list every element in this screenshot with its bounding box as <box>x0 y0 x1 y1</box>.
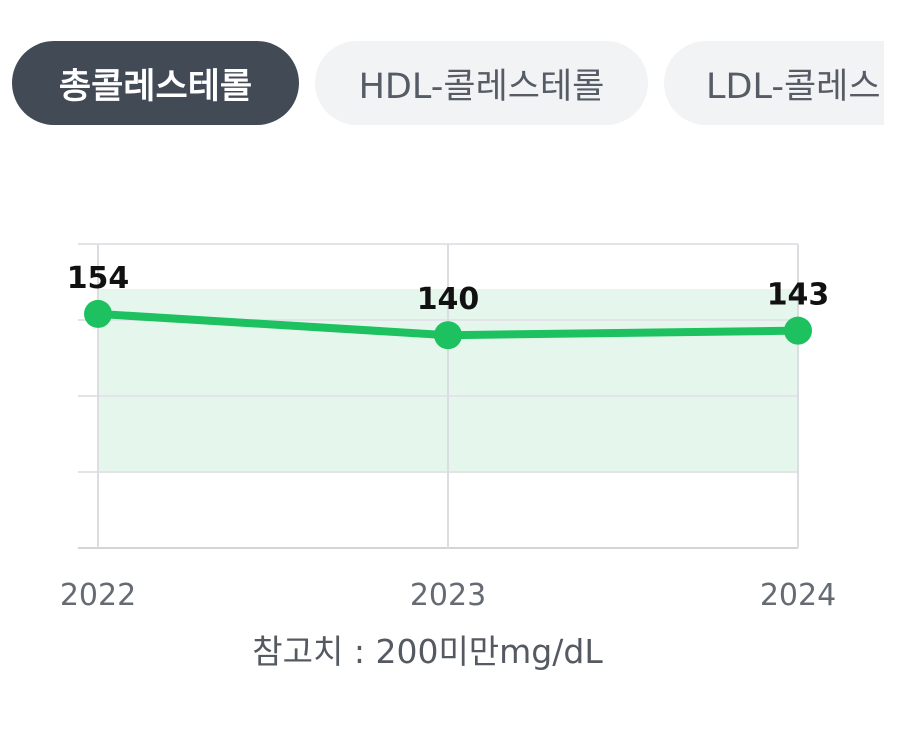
data-label: 143 <box>767 278 830 313</box>
tab-total-cholesterol[interactable]: 총콜레스테롤 <box>12 41 299 125</box>
reference-range-note: 참고치 : 200미만mg/dL <box>252 632 603 671</box>
cholesterol-line-chart: 2022 2023 2024 154 140 143 <box>60 243 836 613</box>
x-tick-label: 2022 <box>60 578 136 613</box>
data-point <box>434 321 462 350</box>
tab-hdl-cholesterol[interactable]: HDL-콜레스테롤 <box>315 41 648 125</box>
x-tick-label: 2024 <box>760 578 836 613</box>
data-label: 154 <box>67 261 130 296</box>
category-tabs: 총콜레스테롤 HDL-콜레스테롤 LDL-콜레스 <box>0 40 884 126</box>
data-label: 140 <box>417 282 480 317</box>
x-tick-label: 2023 <box>410 578 486 613</box>
tab-ldl-cholesterol[interactable]: LDL-콜레스 <box>664 41 884 125</box>
data-point <box>84 299 112 328</box>
data-point <box>784 316 812 345</box>
